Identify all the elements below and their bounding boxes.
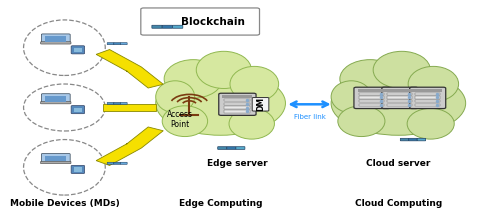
Polygon shape — [103, 104, 156, 111]
Bar — [224, 106, 250, 109]
Polygon shape — [96, 127, 164, 166]
FancyBboxPatch shape — [120, 43, 127, 45]
Text: Cloud server: Cloud server — [366, 159, 430, 168]
Bar — [360, 96, 384, 99]
Bar — [46, 96, 66, 101]
Bar — [388, 100, 412, 102]
FancyBboxPatch shape — [162, 25, 172, 28]
FancyBboxPatch shape — [236, 147, 245, 149]
Bar — [224, 110, 250, 113]
Ellipse shape — [164, 60, 222, 98]
Bar — [360, 93, 384, 95]
Ellipse shape — [408, 66, 459, 102]
FancyBboxPatch shape — [42, 94, 70, 103]
FancyBboxPatch shape — [114, 162, 120, 164]
FancyBboxPatch shape — [107, 102, 114, 104]
Ellipse shape — [196, 51, 252, 89]
FancyBboxPatch shape — [114, 43, 120, 45]
Bar — [224, 99, 250, 101]
Ellipse shape — [373, 51, 430, 89]
Bar — [46, 156, 66, 161]
Bar — [46, 36, 66, 42]
FancyBboxPatch shape — [40, 42, 71, 44]
Text: Mobile Devices (MDs): Mobile Devices (MDs) — [10, 199, 120, 208]
Text: Fiber link: Fiber link — [294, 114, 326, 120]
Bar — [360, 100, 384, 102]
FancyBboxPatch shape — [410, 87, 446, 109]
Bar — [415, 104, 440, 106]
Ellipse shape — [230, 66, 278, 102]
Bar — [415, 96, 440, 99]
Ellipse shape — [156, 71, 286, 135]
Bar — [222, 95, 252, 98]
Ellipse shape — [331, 71, 466, 135]
FancyBboxPatch shape — [252, 98, 269, 111]
Bar — [415, 93, 440, 95]
Bar — [414, 89, 442, 92]
FancyBboxPatch shape — [141, 8, 260, 35]
Bar — [388, 96, 412, 99]
Bar — [74, 48, 82, 52]
Text: Edge server: Edge server — [207, 159, 268, 168]
FancyBboxPatch shape — [120, 102, 127, 104]
Ellipse shape — [162, 106, 208, 137]
Text: Cloud Computing: Cloud Computing — [355, 199, 442, 208]
Text: Edge Computing: Edge Computing — [179, 199, 262, 208]
FancyBboxPatch shape — [227, 147, 236, 149]
Polygon shape — [96, 49, 164, 88]
Text: Access
Point: Access Point — [166, 110, 192, 129]
Bar — [388, 93, 412, 95]
Bar — [360, 104, 384, 106]
Ellipse shape — [229, 108, 274, 139]
FancyBboxPatch shape — [71, 46, 85, 54]
Bar — [358, 89, 386, 92]
Text: DM: DM — [256, 97, 265, 111]
Bar — [74, 167, 82, 172]
FancyBboxPatch shape — [42, 154, 70, 163]
FancyBboxPatch shape — [120, 162, 127, 164]
FancyBboxPatch shape — [382, 87, 418, 109]
Bar — [386, 89, 414, 92]
FancyBboxPatch shape — [218, 147, 226, 149]
Ellipse shape — [156, 81, 194, 113]
FancyBboxPatch shape — [417, 138, 426, 141]
FancyBboxPatch shape — [400, 138, 409, 141]
FancyBboxPatch shape — [40, 161, 71, 164]
FancyBboxPatch shape — [219, 93, 256, 115]
Bar — [415, 100, 440, 102]
Ellipse shape — [407, 108, 454, 139]
FancyBboxPatch shape — [42, 34, 70, 43]
FancyBboxPatch shape — [152, 25, 162, 28]
FancyBboxPatch shape — [107, 43, 114, 45]
Ellipse shape — [340, 60, 400, 98]
FancyBboxPatch shape — [107, 162, 114, 164]
Text: Blockchain: Blockchain — [182, 17, 246, 27]
FancyBboxPatch shape — [40, 101, 71, 104]
FancyBboxPatch shape — [408, 138, 417, 141]
Bar — [224, 103, 250, 105]
Bar — [74, 108, 82, 112]
FancyBboxPatch shape — [71, 165, 85, 174]
FancyBboxPatch shape — [172, 25, 183, 28]
FancyBboxPatch shape — [354, 87, 390, 109]
FancyBboxPatch shape — [114, 102, 120, 104]
Bar — [388, 104, 412, 106]
Ellipse shape — [331, 81, 372, 113]
Ellipse shape — [338, 106, 385, 137]
FancyBboxPatch shape — [71, 106, 85, 114]
